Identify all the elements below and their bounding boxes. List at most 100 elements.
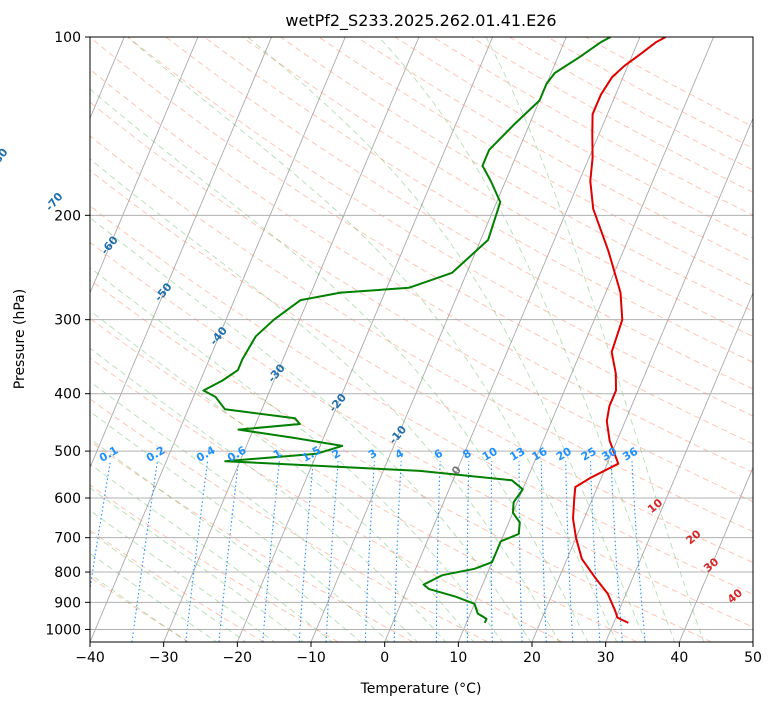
moist-adiabat-line (90, 463, 333, 642)
moist-adiabat-line (246, 37, 647, 642)
mixing-ratio-label: 4 (393, 446, 406, 461)
x-tick-label: −30 (149, 650, 179, 666)
y-tick-label: 700 (54, 531, 81, 547)
moist-adiabat-line (90, 347, 447, 642)
mixing-ratio-label: 3 (366, 447, 379, 462)
mixing-ratio-label: 36 (620, 445, 640, 464)
y-tick-label: 900 (54, 595, 81, 611)
dry-adiabat-line (90, 135, 753, 533)
temperature-profile-line (572, 37, 667, 624)
dry-adiabat-line (90, 205, 753, 595)
y-axis-label: Pressure (hPa) (12, 289, 28, 389)
mixing-ratio-line (131, 461, 158, 642)
isotherm-line (90, 37, 273, 469)
dry-adiabat-line (90, 169, 753, 564)
y-tick-label: 100 (54, 30, 81, 46)
dry-adiabat-line (471, 37, 753, 193)
mixing-ratio-label: 6 (432, 446, 445, 461)
moist-adiabat-line (90, 310, 475, 642)
mixing-ratio-line (262, 461, 280, 642)
y-tick-label: 800 (54, 565, 81, 581)
chart-title: wetPf2_S233.2025.262.01.41.E26 (285, 11, 556, 31)
moist-adiabat-line (90, 438, 362, 642)
moist-adiabat-line (90, 487, 305, 642)
x-tick-label: 20 (523, 650, 541, 666)
isotherm-line (90, 37, 199, 295)
dry-adiabat-line (90, 398, 488, 642)
mixing-ratio-label: 20 (554, 445, 574, 464)
dry-adiabat-line (547, 37, 753, 149)
x-tick-label: −10 (296, 650, 326, 666)
dry-adiabat-line (90, 576, 190, 642)
moist-adiabat-line (90, 381, 418, 642)
mixing-ratio-label: 13 (507, 445, 527, 464)
mixing-ratio-line (631, 461, 646, 642)
plot-frame (89, 36, 754, 643)
isotherm-label: -60 (98, 233, 121, 257)
moist-adiabat-line (90, 509, 276, 642)
dry-adiabat-line (203, 37, 753, 363)
mixing-ratio-label: 10 (480, 445, 500, 464)
x-tick-label: −40 (75, 650, 105, 666)
isotherm-line (236, 37, 494, 642)
dry-adiabat-line (318, 37, 753, 287)
mixing-ratio-label: 16 (530, 445, 550, 464)
y-tick-label: 600 (54, 491, 81, 507)
y-tick-label: 400 (54, 387, 81, 403)
isotherm-line (531, 117, 753, 642)
mixing-ratio-label: 25 (579, 445, 599, 464)
mixing-ratio-label: 0.1 (97, 444, 120, 465)
mixing-ratio-label: 2 (330, 447, 343, 462)
x-tick-label: 50 (744, 650, 762, 666)
dry-adiabat-line (280, 37, 753, 312)
mixing-ratio-line (565, 461, 574, 642)
moist-adiabat-line (90, 531, 247, 642)
x-axis-label: Temperature (°C) (360, 681, 482, 697)
dry-adiabat-line (90, 357, 563, 642)
moist-adiabat-line (126, 37, 618, 642)
isotherm-line (605, 291, 753, 642)
isotherm-label: -40 (207, 324, 230, 348)
x-tick-label: −20 (223, 650, 253, 666)
isotherm-label: -30 (265, 361, 288, 385)
isotherm-label: -20 (326, 391, 349, 415)
x-tick-label: 10 (449, 650, 467, 666)
y-tick-label: 500 (54, 444, 81, 460)
mixing-ratio-label: 0.2 (144, 444, 167, 465)
mixing-ratio-line (298, 461, 314, 642)
dry-adiabat-line (585, 37, 753, 128)
x-tick-label: 0 (380, 650, 389, 666)
dry-adiabat-line (165, 37, 753, 390)
dry-adiabat-line (127, 37, 753, 417)
mixing-ratio-line (490, 461, 493, 642)
y-tick-label: 200 (54, 208, 81, 224)
dry-adiabat-line (90, 317, 638, 642)
axes: −40 −30 −20 −10 0 10 20 30 40 5010020030040050060… (45, 30, 762, 666)
dry-adiabat-line (432, 37, 753, 216)
dry-adiabat-line (90, 68, 753, 473)
isotherm-label: -80 (0, 146, 11, 170)
isotherm-label: -10 (387, 423, 410, 447)
mixing-ratio-line (393, 461, 402, 642)
x-tick-label: 40 (670, 650, 688, 666)
dry-adiabat-line (90, 101, 753, 503)
y-tick-label: 1000 (45, 622, 81, 638)
isotherm-label: -50 (152, 280, 175, 304)
dry-adiabat-line (242, 37, 753, 337)
dry-adiabat-line (509, 37, 753, 171)
moist-adiabat-line (378, 37, 676, 642)
isotherm-line (384, 37, 641, 642)
mixing-ratio-line (90, 461, 111, 593)
moist-adiabat-line (90, 158, 560, 642)
dry-adiabat-line (90, 241, 753, 628)
moist-adiabat-line (90, 552, 218, 642)
moist-adiabat-line (90, 573, 189, 642)
isotherm-line (163, 37, 420, 642)
dry-adiabat-line (90, 484, 339, 642)
moist-adiabat-line (90, 266, 503, 642)
moist-adiabat-line (90, 217, 532, 642)
mixing-ratio-label: 0.4 (194, 443, 218, 464)
isotherm-line (90, 37, 346, 642)
dewpoint-profile-line (202, 37, 611, 624)
